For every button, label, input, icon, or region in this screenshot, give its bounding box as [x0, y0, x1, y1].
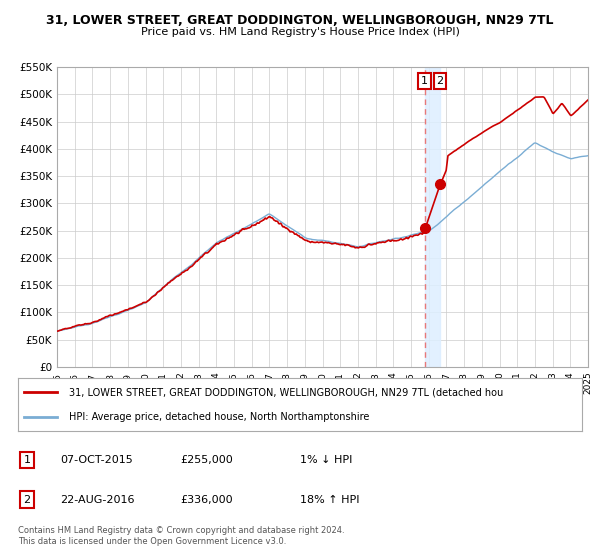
- Text: 31, LOWER STREET, GREAT DODDINGTON, WELLINGBOROUGH, NN29 7TL (detached hou: 31, LOWER STREET, GREAT DODDINGTON, WELL…: [69, 388, 503, 398]
- Text: Contains HM Land Registry data © Crown copyright and database right 2024.: Contains HM Land Registry data © Crown c…: [18, 526, 344, 535]
- Text: 2: 2: [436, 76, 443, 86]
- Text: 07-OCT-2015: 07-OCT-2015: [60, 455, 133, 465]
- Bar: [425, 67, 440, 367]
- Text: 18% ↑ HPI: 18% ↑ HPI: [300, 494, 359, 505]
- Text: 1: 1: [23, 455, 31, 465]
- Text: 1% ↓ HPI: 1% ↓ HPI: [300, 455, 352, 465]
- Text: 22-AUG-2016: 22-AUG-2016: [60, 494, 134, 505]
- Text: 1: 1: [421, 76, 428, 86]
- Text: £255,000: £255,000: [180, 455, 233, 465]
- Text: Price paid vs. HM Land Registry's House Price Index (HPI): Price paid vs. HM Land Registry's House …: [140, 27, 460, 37]
- Text: £336,000: £336,000: [180, 494, 233, 505]
- Text: 2: 2: [23, 494, 31, 505]
- Text: HPI: Average price, detached house, North Northamptonshire: HPI: Average price, detached house, Nort…: [69, 412, 369, 422]
- Text: 31, LOWER STREET, GREAT DODDINGTON, WELLINGBOROUGH, NN29 7TL: 31, LOWER STREET, GREAT DODDINGTON, WELL…: [46, 14, 554, 27]
- Text: This data is licensed under the Open Government Licence v3.0.: This data is licensed under the Open Gov…: [18, 538, 286, 547]
